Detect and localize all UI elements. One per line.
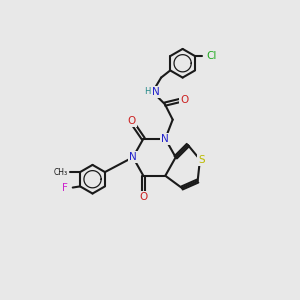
Text: O: O bbox=[128, 116, 136, 126]
Text: H: H bbox=[144, 87, 151, 96]
Text: N: N bbox=[161, 134, 169, 144]
Text: CH₃: CH₃ bbox=[53, 168, 68, 177]
Text: O: O bbox=[139, 191, 148, 202]
Text: Cl: Cl bbox=[206, 51, 216, 61]
Text: O: O bbox=[180, 95, 189, 105]
Text: F: F bbox=[62, 182, 68, 193]
Text: N: N bbox=[129, 152, 137, 162]
Text: S: S bbox=[198, 154, 205, 165]
Text: N: N bbox=[152, 87, 160, 97]
